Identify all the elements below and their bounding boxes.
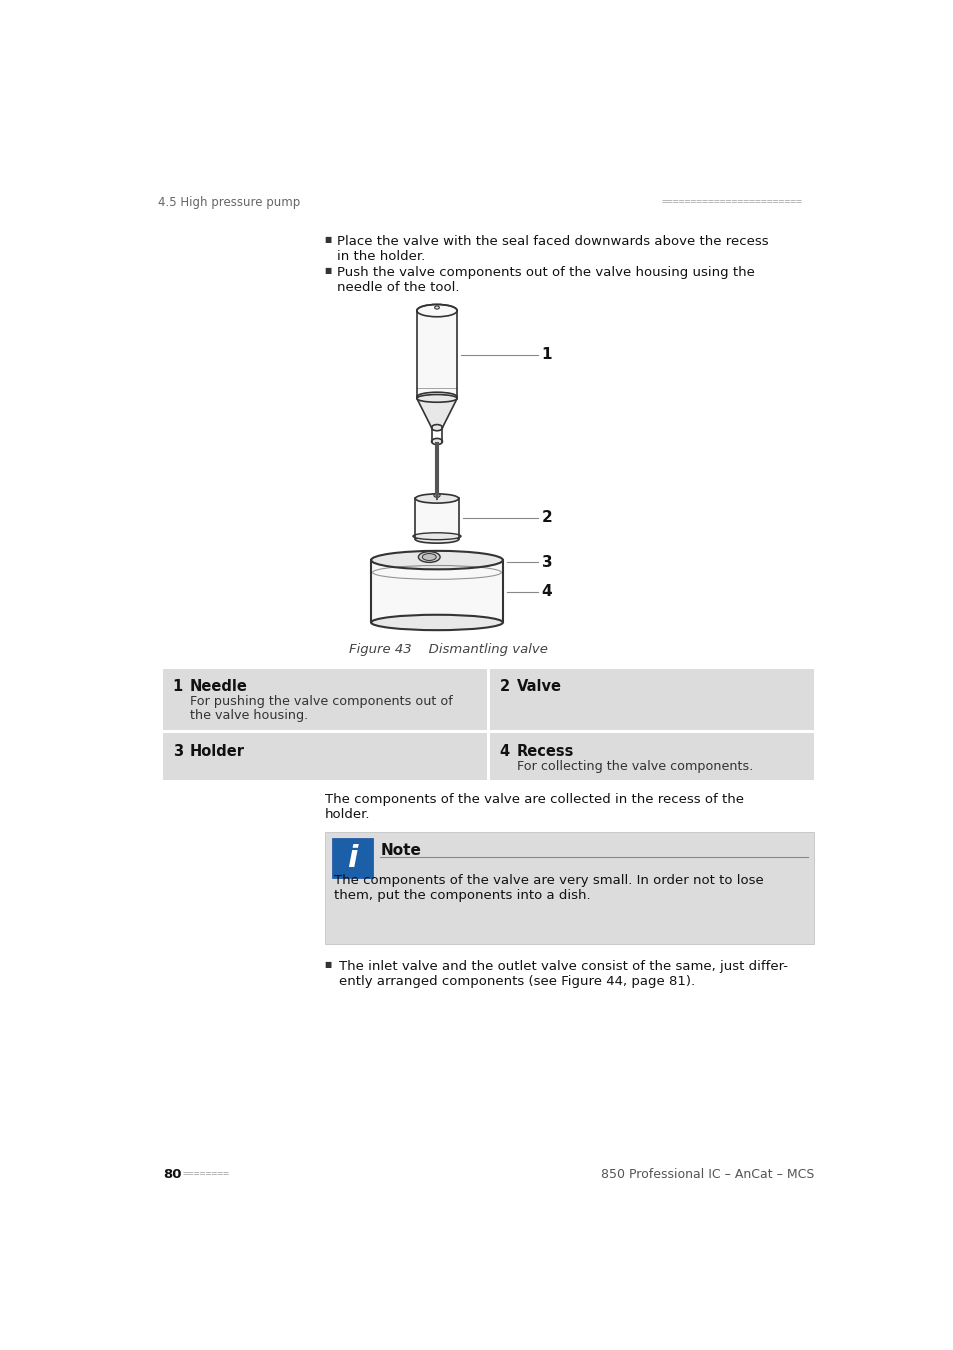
Text: For collecting the valve components.: For collecting the valve components. [517,760,753,772]
Text: 1: 1 [172,679,183,694]
Text: Recess: Recess [517,744,574,759]
Text: Place the valve with the seal faced downwards above the recess: Place the valve with the seal faced down… [336,235,768,248]
Text: them, put the components into a dish.: them, put the components into a dish. [334,888,590,902]
Text: ========================: ======================== [661,197,801,207]
Text: Needle: Needle [190,679,248,694]
Text: the valve housing.: the valve housing. [190,709,308,722]
Text: i: i [347,844,357,872]
Polygon shape [416,310,456,397]
Polygon shape [415,498,458,539]
Text: Push the valve components out of the valve housing using the: Push the valve components out of the val… [336,266,754,279]
Text: 3: 3 [541,555,552,570]
Text: 1: 1 [541,347,552,362]
FancyBboxPatch shape [332,838,373,878]
Ellipse shape [416,394,456,402]
Text: 2: 2 [499,679,509,694]
Text: Note: Note [380,842,421,857]
FancyBboxPatch shape [163,733,487,779]
Ellipse shape [415,536,458,543]
Polygon shape [416,398,456,428]
Ellipse shape [435,306,439,309]
Text: The components of the valve are collected in the recess of the: The components of the valve are collecte… [324,794,742,806]
FancyBboxPatch shape [490,668,814,730]
Ellipse shape [371,551,502,570]
Ellipse shape [431,439,442,444]
Text: ========: ======== [183,1169,230,1180]
Text: For pushing the valve components out of: For pushing the valve components out of [190,695,452,707]
Text: Figure 43    Dismantling valve: Figure 43 Dismantling valve [349,643,547,656]
Ellipse shape [431,424,442,431]
Text: 4: 4 [541,585,552,599]
Ellipse shape [413,533,460,540]
Text: 4.5 High pressure pump: 4.5 High pressure pump [158,196,300,208]
Ellipse shape [415,494,458,504]
Text: ■: ■ [324,266,332,275]
Text: 2: 2 [541,510,552,525]
Ellipse shape [371,614,502,630]
Text: ■: ■ [324,235,332,244]
Ellipse shape [418,552,439,563]
Ellipse shape [416,305,456,317]
Ellipse shape [434,494,439,497]
FancyBboxPatch shape [324,832,814,944]
Text: 80: 80 [163,1168,182,1181]
Text: The components of the valve are very small. In order not to lose: The components of the valve are very sma… [334,875,762,887]
Polygon shape [371,560,502,622]
Text: The inlet valve and the outlet valve consist of the same, just differ-: The inlet valve and the outlet valve con… [338,960,787,973]
Text: in the holder.: in the holder. [336,250,425,263]
FancyBboxPatch shape [490,733,814,779]
Text: 850 Professional IC – AnCat – MCS: 850 Professional IC – AnCat – MCS [600,1168,814,1181]
Ellipse shape [416,393,456,401]
Text: 4: 4 [499,744,509,759]
Text: needle of the tool.: needle of the tool. [336,281,459,293]
Text: ently arranged components (see Figure 44, page 81).: ently arranged components (see Figure 44… [338,975,694,988]
Text: holder.: holder. [324,809,370,821]
Ellipse shape [422,554,436,560]
Text: 3: 3 [172,744,183,759]
Text: ■: ■ [324,960,332,969]
FancyBboxPatch shape [163,668,487,730]
Text: Holder: Holder [190,744,245,759]
Text: Valve: Valve [517,679,561,694]
